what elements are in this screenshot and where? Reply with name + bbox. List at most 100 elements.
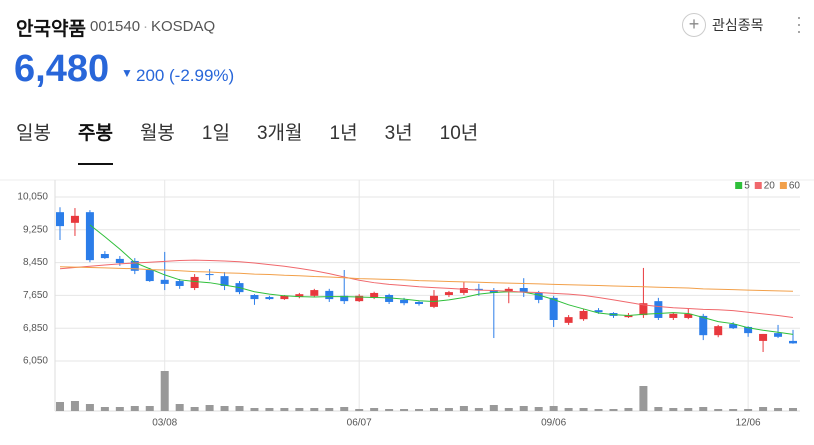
candle-body	[325, 290, 334, 300]
volume-bar	[265, 408, 274, 411]
candle-body	[714, 326, 723, 336]
y-tick-label: 6,850	[23, 323, 48, 334]
volume-bar	[355, 409, 364, 411]
candle-body	[789, 340, 797, 344]
candle-body	[594, 310, 603, 313]
change: 200	[136, 66, 165, 85]
down-icon: ▼	[121, 66, 133, 80]
candle-body	[504, 288, 513, 293]
volume-bar	[85, 404, 94, 411]
candle-body	[115, 258, 124, 264]
candle-body	[400, 299, 409, 304]
volume-bar	[370, 408, 379, 411]
period-tab[interactable]: 3년	[384, 123, 413, 144]
y-tick-label: 9,250	[23, 224, 48, 235]
volume-bar	[175, 404, 184, 411]
volume-bar	[639, 386, 648, 411]
y-tick-label: 7,650	[23, 290, 48, 301]
period-tab[interactable]: 월봉	[139, 123, 175, 144]
stock-code: 001540	[90, 18, 141, 35]
volume-bar	[310, 408, 319, 411]
volume-bar	[474, 408, 483, 411]
candle-body	[729, 324, 738, 329]
candle-body	[85, 212, 94, 261]
candle-body	[774, 333, 783, 337]
candle-body	[474, 288, 483, 291]
candle-body	[145, 269, 154, 282]
header: 안국약품 001540 · KOSDAQ + 관심종목 · · · 6,480 ▼ 2…	[0, 0, 814, 170]
candle-body	[624, 315, 633, 318]
candle-body	[310, 290, 319, 296]
candle-body	[265, 297, 274, 300]
volume-bar	[699, 407, 708, 411]
volume-bar	[385, 409, 394, 411]
volume-bar	[579, 408, 588, 411]
volume-bar	[489, 405, 498, 411]
candle-body	[744, 326, 753, 334]
period-tab[interactable]: 1년	[329, 123, 358, 144]
period-tab[interactable]: 3개월	[256, 123, 303, 144]
candle-body	[340, 295, 349, 302]
legend-label: 20	[764, 181, 776, 192]
volume-bar	[235, 406, 244, 411]
watchlist-button[interactable]: + 관심종목	[682, 13, 764, 37]
volume-bar	[609, 409, 618, 411]
price: 6,480	[14, 48, 110, 90]
volume-bar	[714, 409, 723, 411]
volume-bar	[759, 407, 768, 411]
volume-bar	[340, 407, 349, 411]
period-tab[interactable]: 일봉	[16, 123, 51, 144]
volume-bar	[160, 371, 169, 411]
y-tick-label: 6,050	[23, 356, 48, 367]
x-tick-label: 12/06	[736, 418, 761, 429]
candle-body	[70, 215, 79, 223]
volume-bar	[325, 408, 334, 411]
candle-body	[415, 301, 424, 305]
candle-body	[220, 276, 229, 286]
volume-bar	[459, 406, 468, 411]
volume-bar	[654, 407, 663, 411]
period-tab[interactable]: 1일	[201, 123, 230, 144]
volume-bar	[504, 408, 513, 411]
candle-body	[759, 333, 768, 341]
volume-bar	[415, 409, 424, 411]
candle-body	[489, 290, 498, 293]
volume-bar	[729, 409, 738, 411]
x-tick-label: 03/08	[152, 418, 177, 429]
candle-body	[370, 292, 379, 298]
volume-bar	[564, 408, 573, 411]
legend-swatch	[754, 182, 762, 189]
candle-body	[549, 297, 558, 320]
volume-bar	[549, 406, 558, 411]
stock-name: 안국약품	[16, 19, 86, 40]
volume-bar	[100, 407, 109, 411]
x-tick-label: 06/07	[347, 418, 372, 429]
ma-line	[89, 224, 794, 335]
candle-body	[160, 279, 169, 284]
volume-bar	[684, 408, 693, 411]
more-menu[interactable]: · · ·	[796, 7, 802, 41]
volume-bar	[190, 407, 199, 411]
period-tab[interactable]: 10년	[439, 123, 479, 144]
candle-body	[175, 281, 184, 286]
volume-bar	[56, 402, 64, 411]
separator: ·	[143, 18, 148, 35]
ma-line	[59, 266, 794, 292]
volume-bar	[70, 401, 79, 411]
period-tab[interactable]: 주봉	[77, 118, 113, 165]
y-tick-label: 8,450	[23, 257, 48, 268]
plus-icon: +	[682, 13, 706, 37]
volume-bar	[744, 409, 753, 411]
candle-body	[564, 317, 573, 323]
candle-body	[56, 212, 64, 227]
volume-bar	[624, 408, 633, 411]
legend-swatch	[735, 182, 743, 189]
candle-body	[699, 315, 708, 336]
watchlist-label: 관심종목	[712, 17, 764, 33]
volume-bar	[669, 408, 678, 411]
volume-bar	[400, 409, 409, 411]
candle-body	[459, 288, 468, 293]
volume-bar	[250, 408, 259, 411]
candle-body	[534, 292, 543, 300]
